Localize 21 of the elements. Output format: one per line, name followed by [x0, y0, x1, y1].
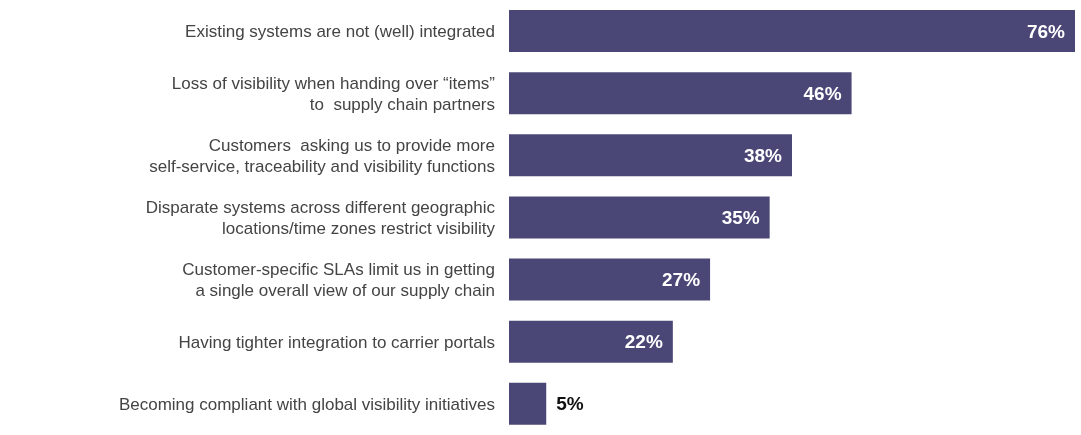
data-label: 27% [662, 269, 701, 291]
bar [509, 258, 711, 301]
data-label: 22% [624, 331, 663, 353]
data-label: 76% [1026, 20, 1066, 42]
data-label: 5% [556, 393, 584, 415]
bar [509, 320, 673, 363]
data-label: 38% [743, 144, 783, 166]
y-tick-label: Customer-specific SLAs limit us in getting a single overall view of our supply chain [182, 259, 495, 300]
y-tick-label: Existing systems are not (well) integrated [185, 21, 495, 41]
bar [509, 10, 1075, 52]
data-label: 35% [721, 206, 760, 228]
y-tick-label: Customers asking us to provide more self-service, traceability and visibility functions [149, 135, 495, 176]
y-tick-label: Loss of visibility when handing over “items” to supply chain partners [171, 73, 496, 114]
y-tick-label: Becoming compliant with global visibility initiatives [118, 394, 495, 414]
data-label: 46% [803, 82, 842, 104]
bar [509, 196, 770, 239]
y-tick-label: Disparate systems across different geographic locations/time zones restrict visibility [145, 197, 496, 238]
bar [509, 134, 792, 177]
y-tick-label: Having tighter integration to carrier portals [178, 332, 495, 352]
bar [509, 72, 852, 115]
bar [509, 382, 547, 425]
